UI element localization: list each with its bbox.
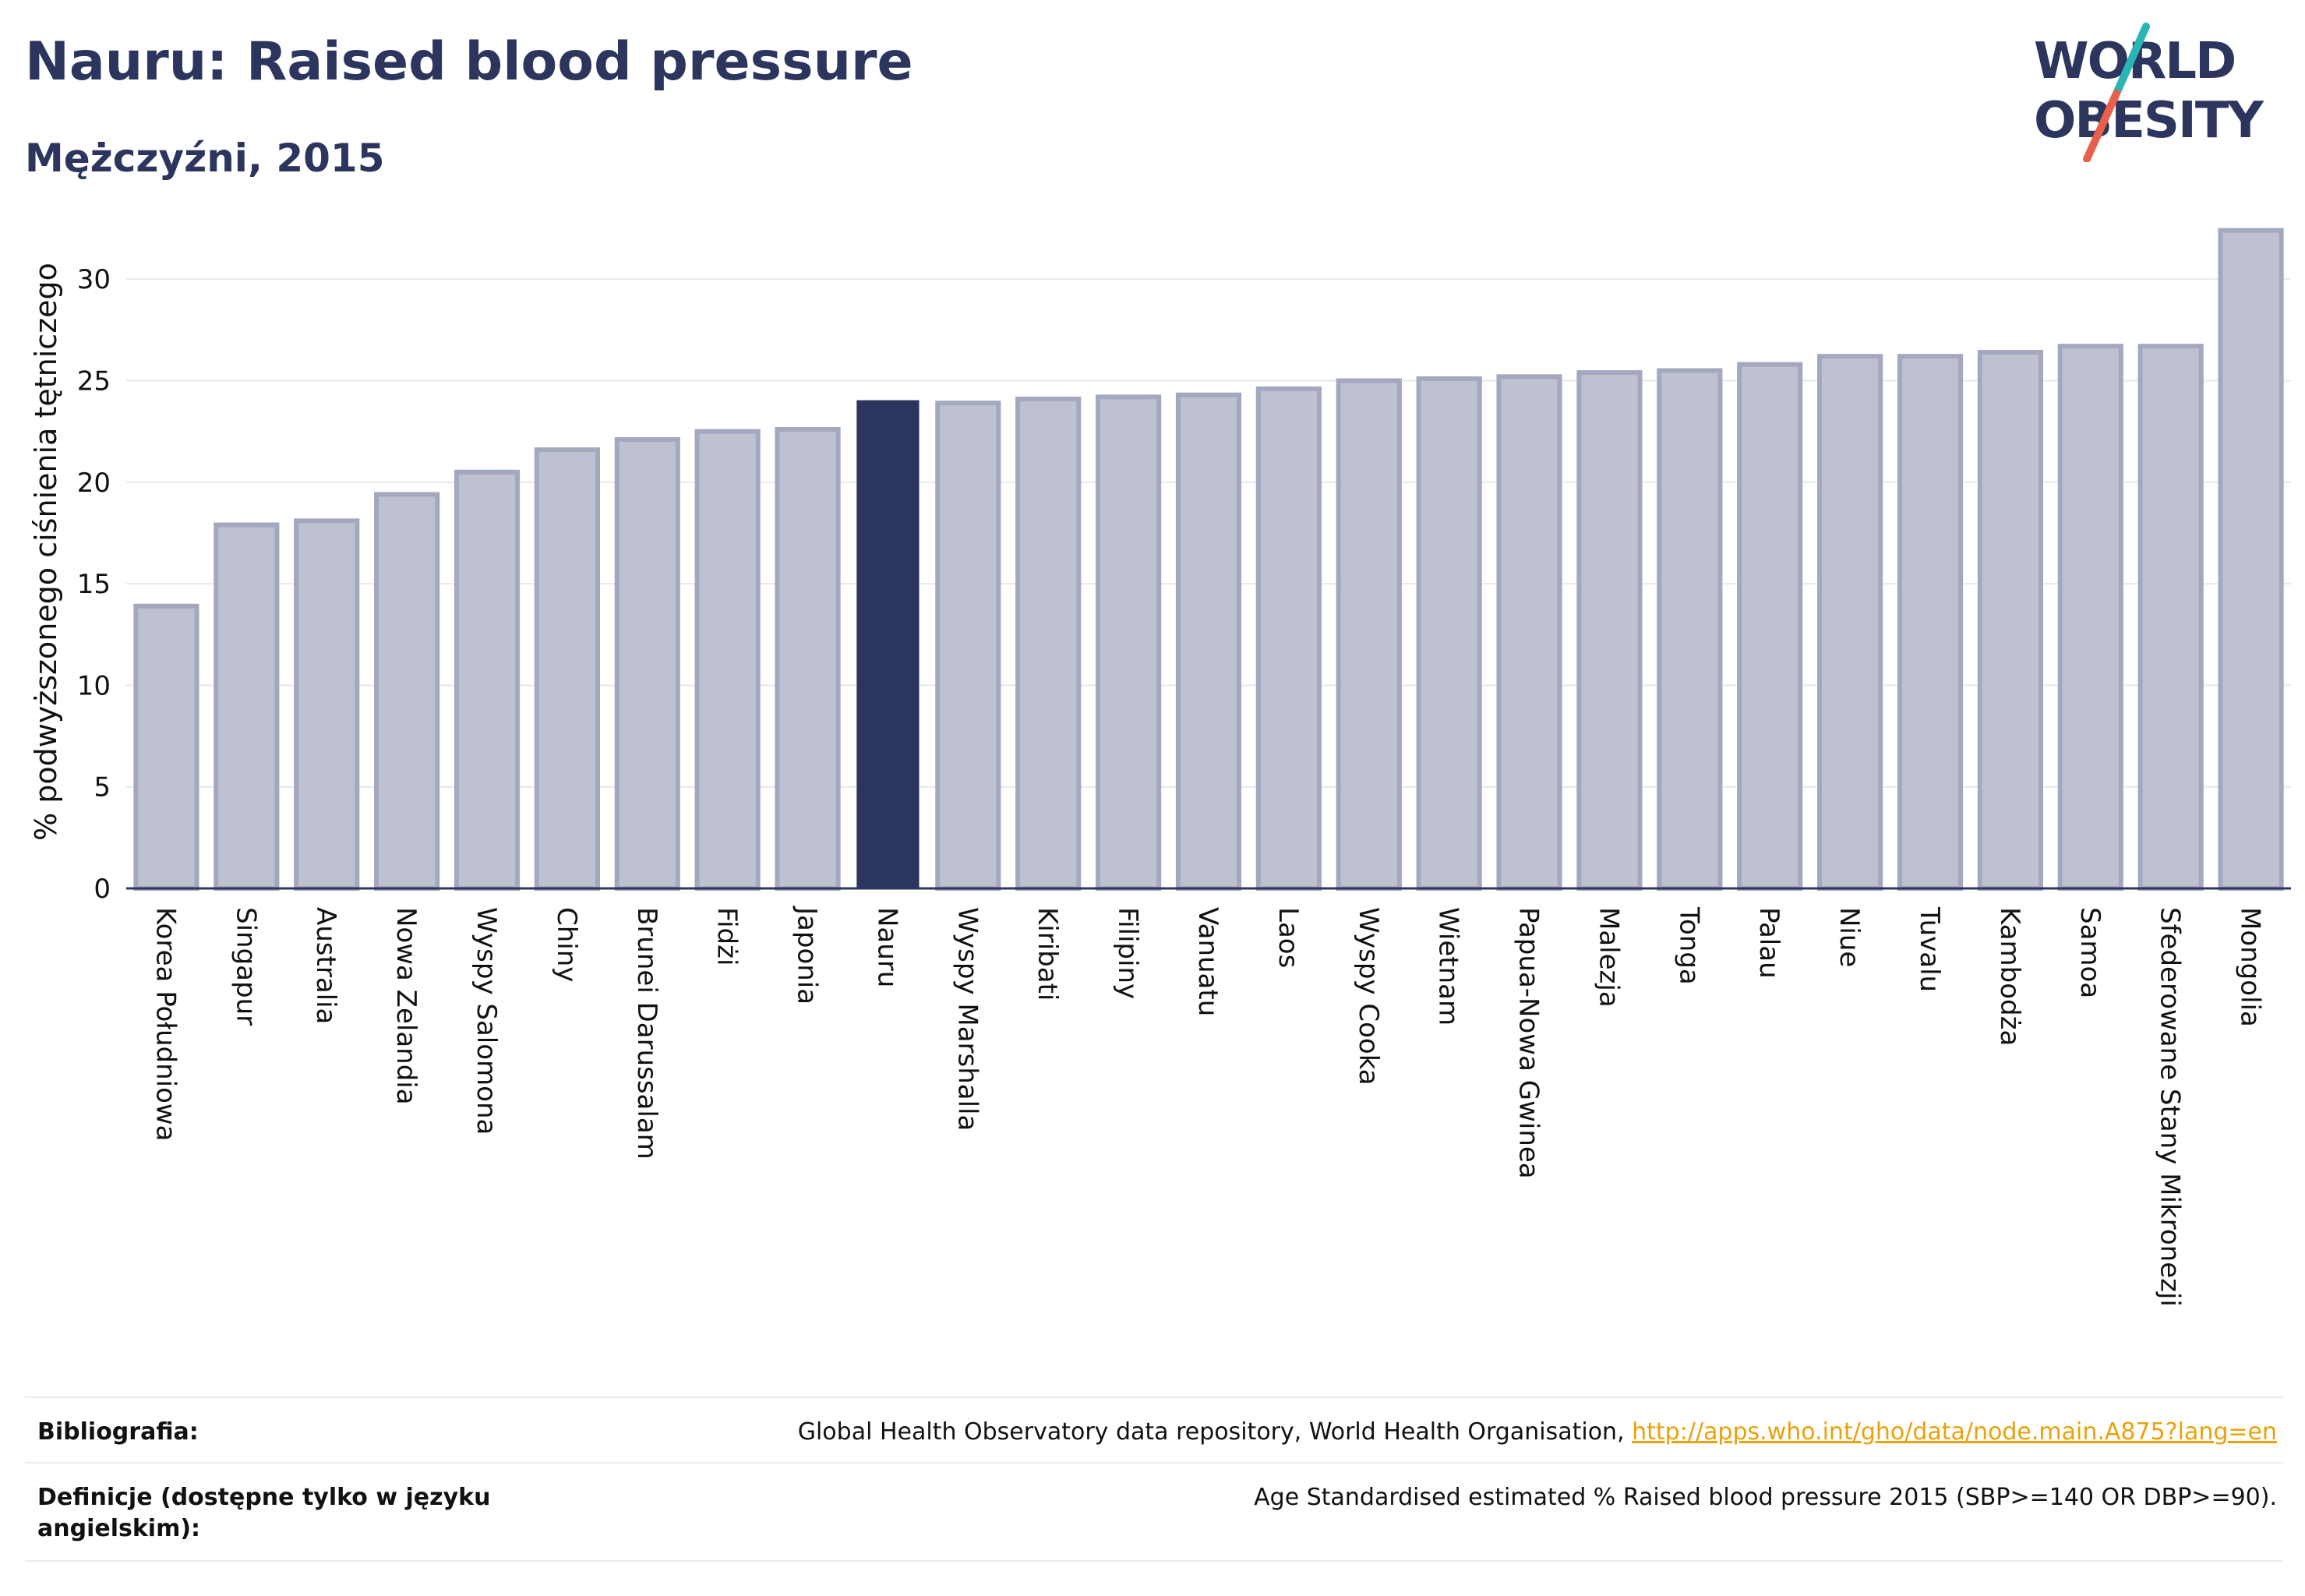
bar-vanuatu[interactable] [1175,392,1242,891]
bar-chiny[interactable] [534,447,600,891]
bar-tuvalu[interactable] [1897,354,1964,892]
x-tick-label: Sfederowane Stany Mikronezji [2155,907,2186,1307]
bar-australia[interactable] [294,518,360,891]
x-tick-label: Wyspy Salomona [471,907,502,1135]
x-tick-label: Korea Południowa [150,907,181,1142]
x-tick-label: Chiny [551,907,582,982]
bar-chart: Korea Południowa Singapur Australia Nowa Ze… [29,228,2291,1307]
page-subtitle: Mężczyźni, 2015 [25,136,385,181]
bar-kiribati[interactable] [1015,396,1082,891]
bar-brunei-darussalam[interactable] [614,437,680,891]
bar-filipiny[interactable] [1096,394,1162,892]
bar-japonia[interactable] [775,427,841,891]
logo-slash-red [2083,90,2120,162]
page-title: Nauru: Raised blood pressure [25,31,913,93]
bar-malezja[interactable] [1576,370,1643,891]
x-tick-label: Palau [1753,907,1784,979]
bar-nauru[interactable] [856,400,920,889]
bar-sfederowane-stany-mikronezji[interactable] [2137,344,2204,891]
bibliography-label: Bibliografia: [37,1418,199,1446]
x-tick-label: Australia [310,907,341,1024]
x-tick-label: Filipiny [1112,907,1143,999]
x-tick-label: Nowa Zelandia [390,907,422,1105]
bar-papua-nowa-gwinea[interactable] [1496,374,1562,892]
bar-layer [133,228,2284,892]
bibliography-value: Global Health Observatory data repositor… [798,1417,2277,1448]
logo-line2: OBESITY [2034,92,2264,150]
y-tick-label: 20 [77,468,111,499]
y-tick-label: 5 [94,772,111,803]
bar-niue[interactable] [1817,354,1883,892]
footer-divider-top [25,1396,2283,1398]
y-tick-label: 15 [77,569,111,600]
x-tick-label: Brunei Darussalam [631,907,662,1160]
y-tick-label: 30 [77,264,111,295]
bar-wyspy-salomona[interactable] [454,469,521,891]
x-tick-label: Nauru [871,907,902,987]
logo-slash-teal [2113,23,2150,97]
x-tick-label: Malezja [1593,907,1624,1008]
x-tick-labels: Korea Południowa Singapur Australia Nowa Ze… [150,906,2265,1307]
bar-fidżi[interactable] [694,429,761,891]
bar-wyspy-cooka[interactable] [1336,378,1402,891]
x-tick-label: Papua-Nowa Gwinea [1513,907,1544,1179]
bar-nowa-zelandia[interactable] [374,492,440,891]
x-tick-label: Fidżi [711,907,743,966]
world-obesity-logo: WORLD OBESITY [2034,23,2265,162]
footer-divider-bottom [25,1560,2283,1562]
x-tick-label: Singapur [230,907,261,1026]
bar-singapur[interactable] [214,522,280,891]
x-tick-label: Samoa [2074,907,2106,998]
x-tick-label: Wyspy Cooka [1353,907,1384,1086]
y-tick-labels: 0 5 10 15 20 25 30 [77,264,111,905]
x-tick-label: Kiribati [1032,907,1063,1001]
bar-mongolia[interactable] [2218,228,2284,891]
bar-palau[interactable] [1737,362,1803,891]
x-tick-label: Tuvalu [1914,906,1945,992]
x-tick-label: Vanuatu [1192,907,1223,1016]
definitions-label: Definicje (dostępne tylko w języku angie… [37,1484,491,1542]
bar-wyspy-marshalla[interactable] [935,401,1001,891]
x-tick-label: Kambodża [1994,907,2025,1046]
bibliography-link[interactable]: http://apps.who.int/gho/data/node.main.A… [1632,1418,2277,1446]
bar-laos[interactable] [1255,386,1322,891]
y-axis-title: % podwyższonego ciśnienia tętniczego [29,263,63,841]
x-tick-label: Niue [1834,907,1865,967]
bar-wietnam[interactable] [1416,376,1482,891]
bar-tonga[interactable] [1657,368,1723,892]
y-tick-label: 25 [77,365,111,397]
x-tick-label: Japonia [792,906,823,1005]
x-tick-label: Tonga [1673,906,1704,985]
y-tick-label: 0 [94,874,111,905]
y-tick-label: 10 [77,670,111,701]
bar-samoa[interactable] [2057,344,2123,891]
x-tick-label: Laos [1273,907,1304,968]
x-tick-label: Wyspy Marshalla [951,907,983,1131]
bibliography-text: Global Health Observatory data repositor… [797,1418,1633,1446]
x-tick-label: Mongolia [2235,907,2266,1027]
bar-kambodża[interactable] [1977,350,2043,891]
definitions-text: Age Standardised estimated % Raised bloo… [1254,1484,2277,1511]
footer-divider-middle [25,1462,2283,1464]
bar-korea-południowa[interactable] [133,603,199,891]
x-tick-label: Wietnam [1433,907,1464,1026]
